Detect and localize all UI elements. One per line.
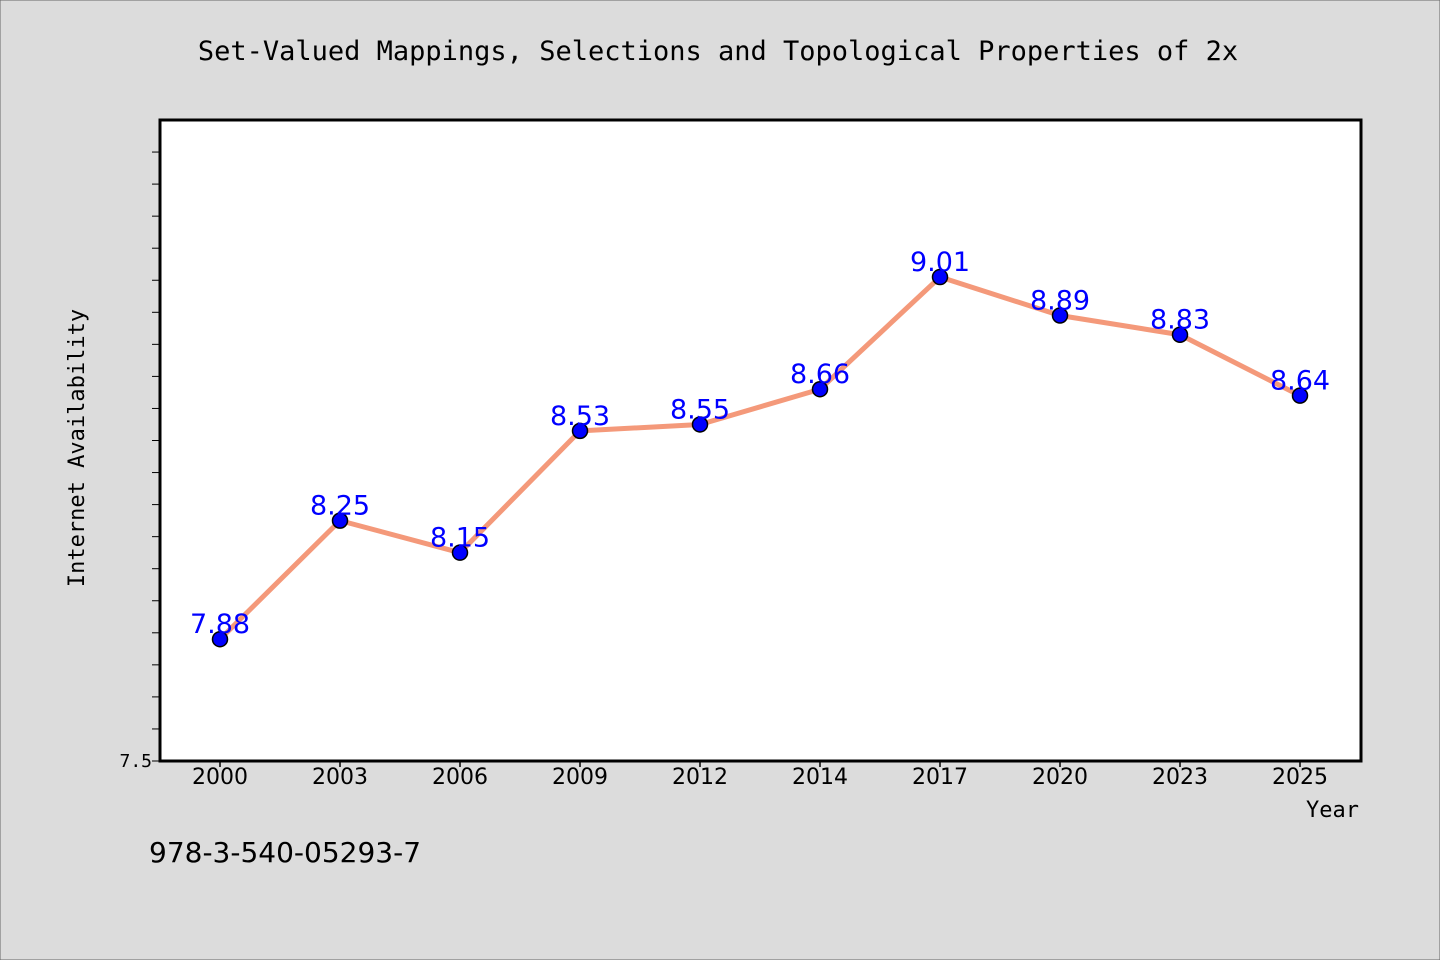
data-point bbox=[1171, 326, 1189, 343]
data-point bbox=[1051, 307, 1069, 324]
isbn-caption: 978-3-540-05293-7 bbox=[149, 836, 421, 869]
x-tick-label: 2009 bbox=[552, 765, 608, 790]
data-label: 8.83 bbox=[1150, 305, 1210, 336]
plot-area bbox=[160, 120, 1361, 761]
x-axis-title: Year bbox=[1306, 798, 1359, 823]
chart-title: Set-Valued Mappings, Selections and Topo… bbox=[198, 36, 1238, 67]
x-tick-label: 2025 bbox=[1272, 765, 1328, 790]
data-point bbox=[811, 380, 829, 398]
data-point bbox=[931, 268, 949, 286]
data-label: 8.25 bbox=[310, 491, 370, 522]
data-label: 8.66 bbox=[790, 359, 850, 390]
plot-frame bbox=[158, 118, 1363, 763]
x-tick-label: 2017 bbox=[912, 765, 968, 790]
x-tick-label: 2023 bbox=[1152, 765, 1208, 790]
data-label: 8.15 bbox=[430, 523, 490, 554]
data-point bbox=[211, 630, 229, 648]
x-tick-label: 2003 bbox=[312, 765, 368, 790]
series-markers bbox=[211, 268, 1309, 648]
data-point bbox=[691, 416, 709, 433]
data-label: 8.89 bbox=[1030, 286, 1090, 317]
data-label: 8.55 bbox=[670, 394, 730, 425]
x-tick-label: 2006 bbox=[432, 765, 488, 790]
data-label: 9.01 bbox=[910, 247, 970, 278]
y-axis-title: Internet Availability bbox=[65, 309, 90, 587]
series-line-group bbox=[217, 274, 1303, 642]
data-labels: 7.88 8.25 8.15 8.53 8.55 8.66 9.01 8.89 8.83 8.64 bbox=[190, 247, 1330, 640]
data-point bbox=[451, 544, 469, 561]
y-tick-label: 7.5 bbox=[119, 751, 152, 772]
data-point bbox=[1291, 387, 1309, 404]
x-tick-label: 2012 bbox=[672, 765, 728, 790]
data-label: 8.64 bbox=[1270, 366, 1330, 397]
data-point bbox=[571, 422, 589, 440]
data-label: 8.53 bbox=[550, 401, 610, 432]
series-line bbox=[217, 274, 1303, 642]
x-tick-label: 2014 bbox=[792, 765, 848, 790]
data-label: 7.88 bbox=[190, 609, 250, 640]
x-tick-label: 2020 bbox=[1032, 765, 1088, 790]
data-point bbox=[331, 512, 349, 529]
x-tick-label: 2000 bbox=[192, 765, 248, 790]
x-axis-tick-labels: 2000 2003 2006 2009 2012 2014 2017 2020 2023 2025 bbox=[192, 765, 1328, 790]
